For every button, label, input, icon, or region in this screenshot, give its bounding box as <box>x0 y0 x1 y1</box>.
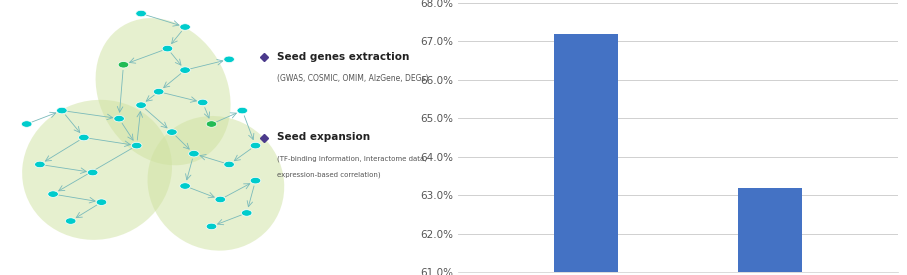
Circle shape <box>224 161 234 168</box>
Circle shape <box>48 191 58 197</box>
Circle shape <box>180 183 190 189</box>
Text: expression-based correlation): expression-based correlation) <box>278 172 381 178</box>
Circle shape <box>215 196 226 203</box>
Circle shape <box>65 218 76 224</box>
Circle shape <box>136 10 146 17</box>
Circle shape <box>224 56 234 63</box>
Circle shape <box>180 67 190 73</box>
Text: Seed genes extraction: Seed genes extraction <box>278 52 410 62</box>
Circle shape <box>96 199 107 205</box>
Circle shape <box>241 210 252 216</box>
Circle shape <box>22 121 32 127</box>
Ellipse shape <box>95 18 230 165</box>
Circle shape <box>198 99 208 106</box>
Text: (TF-binding Information, Interactome data,: (TF-binding Information, Interactome dat… <box>278 156 427 162</box>
Circle shape <box>113 116 124 122</box>
Circle shape <box>87 169 98 176</box>
Circle shape <box>189 150 200 157</box>
Circle shape <box>206 121 217 127</box>
Circle shape <box>180 24 190 30</box>
Circle shape <box>167 129 177 135</box>
Circle shape <box>56 107 67 114</box>
Ellipse shape <box>148 116 284 251</box>
Bar <box>554 34 619 275</box>
Circle shape <box>79 134 89 141</box>
Bar <box>737 188 802 275</box>
Text: Seed expansion: Seed expansion <box>278 133 371 142</box>
Circle shape <box>206 223 217 230</box>
Circle shape <box>118 62 129 68</box>
Circle shape <box>153 89 164 95</box>
Circle shape <box>34 161 45 168</box>
Circle shape <box>136 102 146 108</box>
Circle shape <box>250 142 261 149</box>
Circle shape <box>250 177 261 184</box>
Circle shape <box>237 107 248 114</box>
Text: (GWAS, COSMIC, OMIM, AlzGene, DEGs): (GWAS, COSMIC, OMIM, AlzGene, DEGs) <box>278 74 429 83</box>
Circle shape <box>162 45 172 52</box>
Ellipse shape <box>22 100 172 240</box>
Circle shape <box>132 142 142 149</box>
